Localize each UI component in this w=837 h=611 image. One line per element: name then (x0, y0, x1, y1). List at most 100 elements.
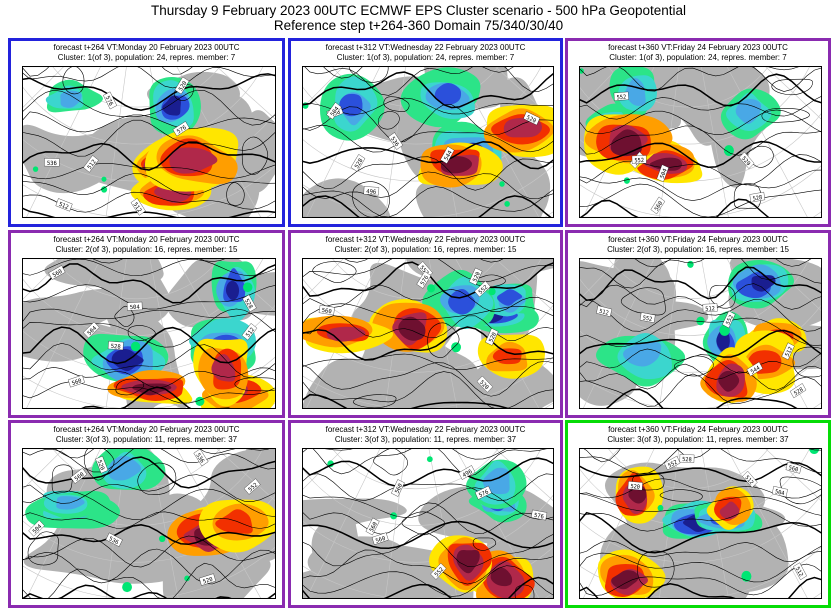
geopotential-map-svg: 576 512 512 536 520 512 576 (22, 66, 276, 218)
svg-text:552: 552 (418, 265, 429, 277)
contour-label: 504 (326, 102, 342, 120)
contour-label: 576 (172, 121, 190, 137)
panel-header: forecast t+312 VT:Wednesday 22 February … (291, 43, 560, 63)
geopotential-map-svg: 528 544 552 512 512 512 552 (579, 258, 822, 409)
panel-header: forecast t+360 VT:Friday 24 February 202… (568, 235, 828, 255)
geopotential-map: 504 536 536 560 520 520 552 (22, 448, 276, 599)
contour-label: 512 (55, 198, 73, 212)
svg-text:512: 512 (132, 202, 142, 214)
contour-label: 520 (476, 375, 493, 393)
contour-label: 552 (664, 455, 681, 471)
contour-label: 496 (458, 465, 476, 480)
svg-text:504: 504 (87, 325, 99, 337)
svg-text:560: 560 (654, 200, 664, 212)
geopotential-map: 560 560 576 560 576 496 552 (302, 448, 554, 599)
svg-text:512: 512 (785, 346, 794, 358)
svg-text:512: 512 (743, 475, 754, 487)
cluster-panel-r3c3: forecast t+360 VT:Friday 24 February 202… (565, 420, 831, 608)
svg-text:544: 544 (750, 365, 762, 376)
contour-label: 496 (363, 186, 380, 196)
svg-text:512: 512 (245, 327, 256, 339)
svg-text:520: 520 (740, 156, 751, 168)
contour-label: 560 (48, 265, 66, 280)
svg-text:504: 504 (130, 305, 141, 312)
svg-text:552: 552 (634, 158, 644, 165)
svg-text:504: 504 (660, 167, 669, 180)
contour-label: 504 (656, 164, 669, 183)
svg-text:536: 536 (47, 161, 58, 167)
svg-text:504: 504 (774, 489, 785, 497)
contour-label: 504 (126, 301, 143, 312)
geopotential-map-svg: 504 536 536 560 520 520 552 (22, 448, 276, 599)
contour-label: 512 (596, 305, 613, 317)
contour-label: 552 (722, 310, 736, 329)
contour-label: 560 (391, 479, 405, 497)
svg-text:512: 512 (58, 202, 69, 211)
panel-header: forecast t+264 VT:Monday 20 February 202… (11, 235, 282, 255)
svg-text:576: 576 (420, 274, 431, 287)
panel-forecast-step-line: forecast t+312 VT:Wednesday 22 February … (325, 235, 526, 244)
geopotential-map: 560 528 504 504 528 512 560 (22, 258, 276, 409)
contour-label: 512 (130, 198, 146, 216)
svg-text:528: 528 (752, 195, 762, 203)
contour-label: 560 (371, 532, 389, 545)
svg-text:576: 576 (176, 125, 188, 136)
cluster-panel-r1c2: forecast t+312 VT:Wednesday 22 February … (288, 38, 563, 227)
svg-text:520: 520 (630, 484, 640, 491)
svg-text:520: 520 (488, 331, 498, 344)
svg-text:552: 552 (248, 482, 259, 493)
contour-label: 520 (485, 328, 499, 346)
panel-cluster-info-line: Cluster: 2(of 3), population: 16, repres… (55, 245, 238, 254)
svg-text:512: 512 (705, 306, 715, 313)
svg-text:512: 512 (794, 566, 804, 578)
panel-cluster-info-line: Cluster: 3(of 3), population: 11, repres… (55, 435, 238, 444)
geopotential-map: 504552560520568552528 (579, 66, 822, 218)
panel-cluster-info-line: Cluster: 1(of 3), population: 24, repres… (609, 53, 787, 62)
panel-forecast-step-line: forecast t+264 VT:Monday 20 February 202… (53, 235, 240, 244)
svg-text:504: 504 (32, 523, 44, 535)
svg-text:520: 520 (472, 271, 482, 284)
cluster-panel-r3c1: forecast t+264 VT:Monday 20 February 202… (8, 420, 285, 608)
contour-label: 512 (83, 155, 99, 173)
svg-text:560: 560 (74, 471, 86, 482)
svg-text:520: 520 (96, 459, 105, 471)
svg-text:576: 576 (478, 489, 490, 499)
cluster-panel-r2c3: forecast t+360 VT:Friday 24 February 202… (565, 230, 831, 418)
panel-forecast-step-line: forecast t+360 VT:Friday 24 February 202… (608, 43, 788, 52)
panel-header: forecast t+360 VT:Friday 24 February 202… (568, 43, 828, 63)
contour-label: 560 (365, 517, 380, 536)
contour-label: 512 (781, 342, 795, 361)
svg-text:536: 536 (389, 136, 400, 149)
panel-forecast-step-line: forecast t+312 VT:Wednesday 22 February … (325, 43, 526, 52)
contour-label: 560 (785, 462, 802, 474)
figure-title: Thursday 9 February 2023 00UTC ECMWF EPS… (0, 3, 837, 33)
svg-text:560: 560 (394, 482, 404, 495)
svg-text:496: 496 (366, 189, 377, 196)
contour-label: 520 (738, 151, 755, 169)
svg-text:520: 520 (525, 115, 537, 125)
contour-label: 520 (174, 76, 190, 95)
svg-text:528: 528 (793, 387, 804, 398)
figure-title-line2: Reference step t+264-360 Domain 75/340/3… (273, 18, 564, 33)
contour-label: 544 (746, 361, 763, 377)
svg-text:512: 512 (598, 309, 609, 317)
cluster-panel-r2c1: forecast t+264 VT:Monday 20 February 202… (8, 230, 285, 418)
contour-label: 512 (793, 562, 807, 581)
svg-text:560: 560 (52, 268, 64, 279)
svg-text:560: 560 (71, 378, 83, 387)
svg-text:552: 552 (434, 567, 445, 579)
svg-text:528: 528 (110, 344, 121, 351)
svg-text:576: 576 (104, 95, 114, 108)
contour-label: 560 (650, 196, 666, 215)
svg-text:576: 576 (533, 513, 544, 521)
contour-label: 552 (430, 562, 447, 580)
contour-label: 512 (742, 470, 758, 488)
cluster-panel-r1c3: forecast t+360 VT:Friday 24 February 202… (565, 38, 831, 227)
svg-text:552: 552 (478, 284, 489, 295)
svg-text:552: 552 (616, 94, 626, 101)
geopotential-map: 528 544 552 512 512 512 552 (579, 258, 822, 409)
contour-label: 528 (789, 383, 807, 399)
contour-label: 576 (416, 271, 432, 289)
svg-text:552: 552 (725, 314, 734, 326)
